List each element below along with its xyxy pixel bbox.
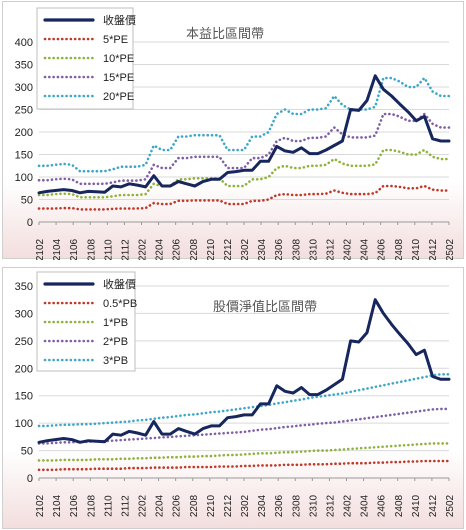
y-tick-label: 0 [27,217,33,229]
y-tick-label: 200 [15,363,33,375]
pe-band-chart-panel: 0 50 100 150 200 250 300 350 400 2102 2104 2106 2108… [2,1,464,260]
x-tick-label: 2108 [86,238,97,260]
x-tick-label: 2204 [155,238,166,260]
x-tick-label: 2102 [35,494,46,517]
x-tick-label: 2304 [257,238,268,260]
x-tick-label: 2306 [274,238,285,260]
x-tick-label: 2404 [360,238,371,260]
x-tick-label: 2202 [138,238,149,260]
x-tick-label: 2212 [223,494,234,517]
x-tick-label: 2208 [189,238,200,260]
x-tick-label: 2102 [35,238,46,260]
x-tick-label: 2412 [428,494,439,517]
legend-label: 10*PE [103,53,134,65]
legend-label: 1*PB [103,317,128,329]
x-tick-label: 2112 [120,239,131,260]
legend: 收盤價 5*PE 10*PE 15*PE 20*PE [36,7,136,110]
x-tick-label: 2406 [377,238,388,260]
y-tick-label: 150 [15,150,33,162]
legend-label: 2*PB [103,336,128,348]
x-tick-label: 2312 [325,494,336,517]
y-tick-label: 0 [27,473,33,485]
x-tick-label: 2110 [103,239,114,260]
x-tick-label: 2308 [291,238,302,260]
legend-label: 3*PB [103,355,128,367]
chart-title: 本益比區間帶 [186,26,264,41]
x-tick-label: 2404 [360,494,371,517]
x-tick-label: 2106 [69,238,80,260]
x-tick-label: 2310 [308,494,319,517]
x-tick-label: 2112 [120,495,131,517]
x-tick-label: 2310 [308,238,319,260]
legend-label: 5*PE [103,34,128,46]
chart-title: 股價淨值比區間帶 [213,299,317,314]
x-tick-label: 2412 [428,238,439,260]
x-tick-label: 2302 [240,494,251,517]
x-tick-label: 2204 [155,494,166,517]
x-tick-label: 2210 [206,238,217,260]
legend-label: 0.5*PB [103,298,137,310]
y-tick-label: 250 [15,336,33,348]
y-tick-label: 50 [21,446,33,458]
x-tick-label: 2108 [86,494,97,517]
series-line [37,373,451,428]
y-tick-label: 400 [15,37,33,49]
series-line [37,148,451,199]
legend-label: 15*PE [103,72,134,84]
series-line [37,459,451,472]
x-tick-label: 2110 [103,495,114,517]
x-tick-label: 2408 [394,494,405,517]
x-tick-label: 2212 [223,238,234,260]
series-line [37,442,451,462]
x-tick-label: 2312 [325,238,336,260]
x-tick-label: 2208 [189,494,200,517]
x-tick-label: 2210 [206,494,217,517]
pe-band-chart: 0 50 100 150 200 250 300 350 400 2102 2104 2106 2108… [15,7,456,260]
legend-label: 收盤價 [103,277,136,291]
y-tick-label: 300 [15,82,33,94]
x-tick-label: 2104 [52,494,63,517]
x-tick-label: 2304 [257,494,268,517]
series-line [37,184,451,211]
x-tick-label: 2302 [240,238,251,260]
y-tick-label: 200 [15,127,33,139]
y-tick-label: 50 [21,195,33,207]
x-tick-label: 2106 [69,494,80,517]
legend-label: 收盤價 [103,13,136,27]
x-tick-label: 2502 [445,494,456,517]
legend-label: 20*PE [103,91,134,103]
x-tick-label: 2406 [377,494,388,517]
x-tick-label: 2402 [343,238,354,260]
x-tick-label: 2402 [343,494,354,517]
x-tick-label: 2502 [445,238,456,260]
y-tick-label: 350 [15,281,33,293]
y-tick-label: 250 [15,105,33,117]
x-tick-label: 2306 [274,494,285,517]
x-tick-label: 2104 [52,238,63,260]
x-tick-label: 2206 [172,238,183,260]
y-tick-label: 100 [15,418,33,430]
x-tick-label: 2410 [411,494,422,517]
x-tick-label: 2408 [394,238,405,260]
pb-band-chart: 0 50 100 150 200 250 300 350 2102 2104 2106 2108 211… [15,271,456,517]
x-tick-label: 2410 [411,238,422,260]
y-tick-label: 100 [15,172,33,184]
y-tick-label: 150 [15,391,33,403]
y-tick-label: 300 [15,308,33,320]
x-tick-label: 2202 [138,494,149,517]
series-line [37,74,451,195]
x-tick-label: 2308 [291,494,302,517]
y-tick-label: 350 [15,60,33,72]
pb-band-chart-panel: 0 50 100 150 200 250 300 350 2102 2104 2106 2108 211… [2,267,464,529]
x-tick-label: 2206 [172,494,183,517]
legend: 收盤價 0.5*PB 1*PB 2*PB 3*PB [36,271,137,372]
series-line [37,298,451,444]
series-line [37,112,451,186]
